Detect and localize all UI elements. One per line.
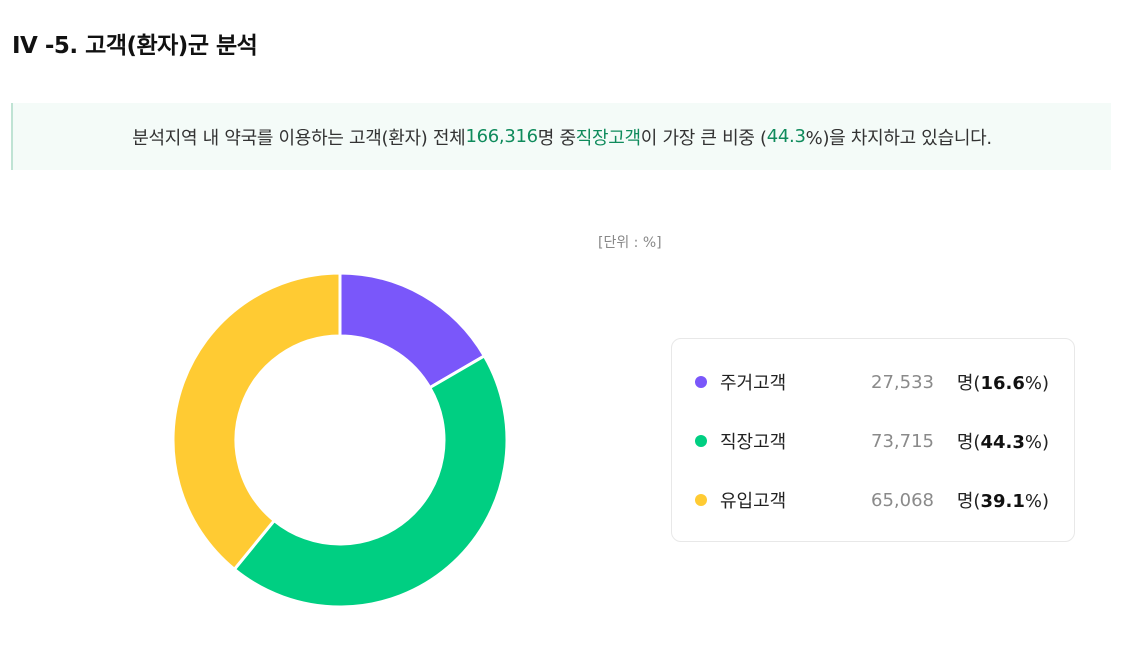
legend-item-worker: 직장고객 73,715 명(44.3%)	[672, 426, 1074, 456]
legend-percent: 명(39.1%)	[957, 487, 1049, 513]
legend-pct-value: 16.6	[980, 373, 1025, 394]
unit-label: [단위 : %]	[598, 235, 662, 251]
legend-label: 직장고객	[720, 432, 787, 453]
legend-count: 27,533	[871, 371, 934, 393]
summary-mid1: 명 중	[537, 127, 576, 149]
legend-pct-close: %)	[1024, 373, 1049, 394]
legend-pct-close: %)	[1024, 432, 1049, 453]
legend-dot-icon	[695, 494, 707, 506]
slice-inflow	[171, 271, 342, 572]
legend-unit: 명(	[956, 373, 981, 394]
summary-prefix: 분석지역 내 약국를 이용하는 고객(환자) 전체	[132, 127, 466, 149]
legend-count: 73,715	[871, 430, 934, 452]
legend-dot-icon	[695, 435, 707, 447]
legend-label: 유입고객	[720, 491, 787, 512]
donut-chart	[171, 271, 509, 609]
slice-worker	[232, 353, 509, 609]
summary-top-group: 직장고객	[575, 127, 641, 149]
summary-top-pct: 44.3	[766, 126, 806, 147]
legend-percent: 명(16.6%)	[957, 369, 1049, 395]
legend-pct-close: %)	[1024, 491, 1049, 512]
summary-box: 분석지역 내 약국를 이용하는 고객(환자) 전체 166,316 명 중 직장…	[11, 103, 1111, 170]
legend-item-inflow: 유입고객 65,068 명(39.1%)	[672, 485, 1074, 515]
legend-pct-value: 44.3	[980, 432, 1025, 453]
legend-dot-icon	[695, 376, 707, 388]
legend-label: 주거고객	[720, 373, 787, 394]
summary-mid2: 이 가장 큰 비중 (	[640, 127, 767, 149]
summary-total: 166,316	[465, 126, 538, 147]
legend-count: 65,068	[871, 489, 934, 511]
chart-legend: 주거고객 27,533 명(16.6%) 직장고객 73,715 명(44.3%…	[671, 338, 1075, 542]
legend-pct-value: 39.1	[980, 491, 1025, 512]
page-title: IV -5. 고객(환자)군 분석	[12, 33, 258, 59]
legend-unit: 명(	[956, 432, 981, 453]
summary-suffix: %)을 차지하고 있습니다.	[805, 127, 992, 149]
legend-item-resident: 주거고객 27,533 명(16.6%)	[672, 367, 1074, 397]
legend-percent: 명(44.3%)	[957, 428, 1049, 454]
legend-unit: 명(	[956, 491, 981, 512]
